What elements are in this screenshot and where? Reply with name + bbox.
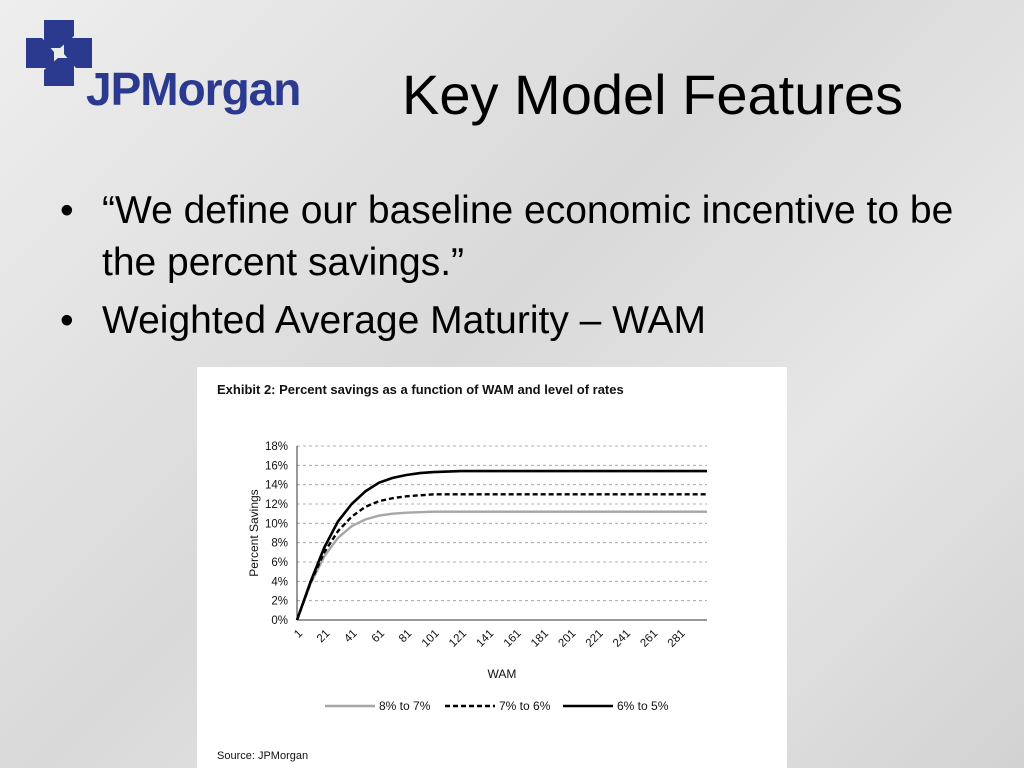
- x-tick-label: 1: [292, 628, 305, 641]
- x-tick-label: 141: [474, 628, 496, 650]
- y-tick-label: 8%: [271, 538, 288, 550]
- x-tick-label: 101: [420, 628, 442, 650]
- x-tick-label: 161: [502, 628, 524, 650]
- y-tick-label: 4%: [271, 576, 288, 588]
- y-tick-label: 10%: [265, 518, 288, 530]
- x-tick-label: 221: [584, 628, 606, 650]
- jpmorgan-logo: JPMorgan: [24, 18, 394, 115]
- y-tick-label: 2%: [271, 596, 288, 608]
- x-tick-label: 41: [342, 628, 360, 646]
- bullet-item: • Weighted Average Maturity – WAM: [60, 295, 960, 347]
- source-note: Source: JPMorgan: [217, 750, 309, 762]
- x-tick-label: 261: [638, 628, 660, 650]
- y-tick-label: 6%: [271, 557, 288, 569]
- bullet-text: Weighted Average Maturity – WAM: [102, 299, 707, 342]
- bullet-text: “We define our baseline economic incenti…: [102, 189, 954, 284]
- x-tick-label: 241: [611, 628, 633, 650]
- x-tick-label: 281: [666, 628, 688, 650]
- x-tick-label: 121: [447, 628, 469, 650]
- legend-label: 6% to 5%: [617, 699, 669, 713]
- logo-wordmark: JPMorgan: [86, 63, 301, 115]
- bullet-icon: •: [60, 189, 74, 232]
- series-line-dashed: [295, 493, 707, 621]
- x-tick-label: 81: [397, 628, 415, 646]
- legend-label: 7% to 6%: [499, 699, 551, 713]
- bullet-icon: •: [60, 299, 74, 342]
- octagon-logo-icon: [26, 20, 92, 86]
- exhibit-figure: Exhibit 2: Percent savings as a function…: [197, 367, 787, 768]
- bullet-list: • “We define our baseline economic incent…: [60, 185, 960, 353]
- legend-label: 8% to 7%: [379, 699, 431, 713]
- y-tick-label: 14%: [265, 480, 288, 492]
- line-chart: 0%2%4%6%8%10%12%14%16%18%1 21 41 61 81 101 121…: [247, 441, 707, 713]
- y-tick-label: 16%: [265, 460, 288, 472]
- y-axis-label: Percent Savings: [247, 489, 261, 576]
- y-tick-label: 12%: [265, 499, 288, 511]
- x-axis-label: WAM: [488, 667, 517, 681]
- bullet-item: • “We define our baseline economic incent…: [60, 185, 960, 289]
- y-tick-label: 18%: [265, 441, 288, 453]
- x-tick-label: 201: [556, 628, 578, 650]
- series-line-gray: [295, 510, 707, 621]
- x-tick-label: 21: [315, 628, 333, 646]
- slide-title: Key Model Features: [402, 63, 904, 126]
- y-tick-label: 0%: [271, 615, 288, 627]
- x-tick-label: 61: [370, 628, 388, 646]
- exhibit-title: Exhibit 2: Percent savings as a function…: [217, 382, 624, 397]
- x-tick-label: 181: [529, 628, 551, 650]
- series-line-solid: [295, 469, 707, 621]
